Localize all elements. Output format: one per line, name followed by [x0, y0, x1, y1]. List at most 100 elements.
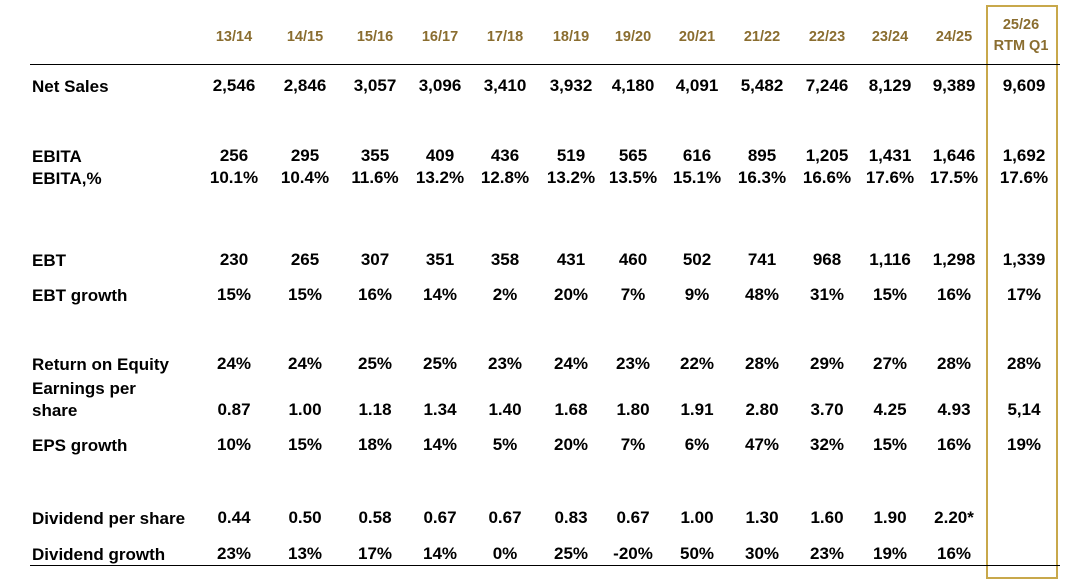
table-cell: 4,091: [675, 76, 719, 95]
table-cell: 9%: [684, 285, 710, 304]
table-cell: 616: [682, 146, 712, 165]
row-label: Return on Equity: [32, 355, 169, 374]
table-cell: 13%: [287, 544, 323, 563]
column-header: 22/23: [808, 29, 846, 45]
table-cell: 519: [556, 146, 586, 165]
table-cell: 5%: [492, 435, 518, 454]
header-highlight-line2: RTM Q1: [993, 38, 1049, 54]
table-cell: 27%: [872, 354, 908, 373]
column-header: 13/14: [215, 29, 253, 45]
row-label: EPS growth: [32, 436, 128, 455]
table-cell: 0%: [492, 544, 518, 563]
highlight-column-box: [986, 5, 1058, 579]
table-cell: 8,129: [868, 76, 912, 95]
table-cell: 32%: [809, 435, 845, 454]
table-cell: 16.3%: [737, 168, 787, 187]
table-cell: 19%: [1006, 435, 1042, 454]
table-cell: 47%: [744, 435, 780, 454]
table-cell: 0.67: [488, 508, 522, 527]
column-header: 23/24: [871, 29, 909, 45]
column-header: 15/16: [356, 29, 394, 45]
table-cell: 25%: [422, 354, 458, 373]
table-cell: 307: [360, 250, 390, 269]
column-header: 20/21: [678, 29, 716, 45]
table-cell: 16.6%: [802, 168, 852, 187]
table-cell: 5,14: [1007, 400, 1041, 419]
table-cell: 48%: [744, 285, 780, 304]
table-cell: 256: [219, 146, 249, 165]
table-cell: 28%: [936, 354, 972, 373]
table-cell: 16%: [357, 285, 393, 304]
table-cell: 895: [747, 146, 777, 165]
table-cell: 1,431: [868, 146, 912, 165]
table-cell: 0.83: [554, 508, 588, 527]
table-cell: 355: [360, 146, 390, 165]
table-cell: 24%: [216, 354, 252, 373]
table-cell: 0.67: [616, 508, 650, 527]
column-header: 21/22: [743, 29, 781, 45]
table-cell: 23%: [809, 544, 845, 563]
row-label: Net Sales: [32, 77, 109, 96]
table-cell: 2.80: [745, 400, 779, 419]
table-cell: 7%: [620, 285, 646, 304]
table-cell: 17%: [357, 544, 393, 563]
table-cell: 3,057: [353, 76, 397, 95]
table-cell: 10%: [216, 435, 252, 454]
column-header: 14/15: [286, 29, 324, 45]
table-cell: 13.2%: [546, 168, 596, 187]
table-cell: 3,932: [549, 76, 593, 95]
table-cell: 13.5%: [608, 168, 658, 187]
table-cell: 3,410: [483, 76, 527, 95]
table-cell: 20%: [553, 435, 589, 454]
row-label: Dividend per share: [32, 509, 186, 528]
table-cell: 14%: [422, 285, 458, 304]
table-cell: 1.60: [810, 508, 844, 527]
table-cell: 230: [219, 250, 249, 269]
table-cell: 1.30: [745, 508, 779, 527]
bottom-rule: [30, 565, 1060, 566]
table-cell: 1.34: [423, 400, 457, 419]
table-cell: 431: [556, 250, 586, 269]
column-header: 19/20: [614, 29, 652, 45]
table-cell: 50%: [679, 544, 715, 563]
table-cell: 1.40: [488, 400, 522, 419]
table-cell: 15%: [872, 285, 908, 304]
table-cell: 351: [425, 250, 455, 269]
table-cell: 1,339: [1002, 250, 1046, 269]
row-label: EBITA: [32, 147, 82, 166]
table-cell: 29%: [809, 354, 845, 373]
table-cell: 15%: [872, 435, 908, 454]
table-cell: 7%: [620, 435, 646, 454]
table-cell: 20%: [553, 285, 589, 304]
table-cell: 28%: [744, 354, 780, 373]
table-cell: 1.91: [680, 400, 714, 419]
table-cell: 1.00: [288, 400, 322, 419]
table-cell: 1,692: [1002, 146, 1046, 165]
table-cell: 23%: [487, 354, 523, 373]
table-cell: 1,205: [805, 146, 849, 165]
table-cell: 295: [290, 146, 320, 165]
table-cell: 5,482: [740, 76, 784, 95]
row-label: EBITA,%: [32, 169, 102, 188]
table-cell: 1,298: [932, 250, 976, 269]
table-cell: 2,546: [212, 76, 256, 95]
table-cell: 31%: [809, 285, 845, 304]
table-cell: -20%: [613, 544, 653, 563]
table-cell: 460: [618, 250, 648, 269]
table-cell: 10.4%: [280, 168, 330, 187]
header-rule: [30, 64, 1060, 65]
table-cell: 2.20*: [934, 508, 974, 527]
table-cell: 24%: [287, 354, 323, 373]
table-cell: 12.8%: [480, 168, 530, 187]
table-cell: 968: [812, 250, 842, 269]
table-cell: 17.6%: [865, 168, 915, 187]
table-cell: 0.50: [288, 508, 322, 527]
table-cell: 30%: [744, 544, 780, 563]
table-cell: 17.5%: [929, 168, 979, 187]
table-cell: 13.2%: [415, 168, 465, 187]
table-cell: 1.68: [554, 400, 588, 419]
table-cell: 741: [747, 250, 777, 269]
row-label: Earnings per share: [32, 379, 136, 420]
table-cell: 1.18: [358, 400, 392, 419]
table-cell: 14%: [422, 544, 458, 563]
